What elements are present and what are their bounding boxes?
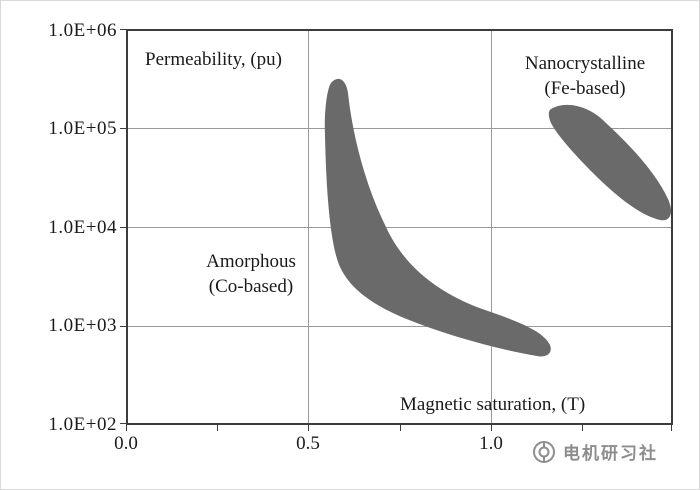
gridline-vertical	[491, 31, 492, 423]
x-axis-tick-mark	[126, 425, 127, 431]
watermark-logo-icon	[533, 440, 555, 463]
nanocrystalline-region-shape	[548, 104, 671, 221]
y-axis-tick-label: 1.0E+03	[48, 315, 117, 336]
nanocrystalline-label-line1: Nanocrystalline	[524, 53, 646, 74]
plot-area: Permeability, (pu) Nanocrystalline (Fe-b…	[126, 29, 673, 425]
gridline-horizontal	[128, 326, 671, 327]
y-axis-tick-mark	[120, 227, 126, 228]
amorphous-label: Amorphous (Co-based)	[176, 249, 326, 299]
y-axis-tick-mark	[120, 29, 126, 30]
x-axis-tick-mark	[582, 425, 583, 431]
x-axis-tick-label: 0.5	[296, 433, 320, 454]
amorphous-label-line2: (Co-based)	[208, 276, 294, 297]
x-axis-tick-mark	[217, 425, 218, 431]
x-axis-tick-mark	[671, 425, 672, 431]
y-axis-tick-label: 1.0E+04	[48, 217, 117, 238]
nanocrystalline-label-line2: (Fe-based)	[544, 78, 626, 99]
x-axis-title: Magnetic saturation, (T)	[400, 394, 586, 415]
material-regions-plot	[324, 78, 671, 357]
y-axis-title: Permeability, (pu)	[145, 49, 283, 70]
gridline-vertical	[308, 31, 309, 423]
x-axis-tick-label: 0.0	[114, 433, 138, 454]
x-axis-tick-mark	[400, 425, 401, 431]
amorphous-label-line1: Amorphous	[206, 251, 296, 272]
gridline-horizontal	[128, 128, 671, 129]
nanocrystalline-label: Nanocrystalline (Fe-based)	[500, 51, 670, 101]
y-axis-tick-mark	[120, 128, 126, 129]
y-axis-tick-mark	[120, 326, 126, 327]
x-axis-tick-mark	[308, 425, 309, 431]
amorphous-region-shape	[324, 78, 551, 357]
y-axis-tick-label: 1.0E+05	[48, 118, 117, 139]
watermark: 电机研习社	[532, 439, 658, 464]
x-axis-tick-label: 1.0	[479, 433, 503, 454]
x-axis-tick-mark	[491, 425, 492, 431]
watermark-text: 电机研习社	[563, 444, 658, 464]
gridline-horizontal	[128, 227, 671, 228]
y-axis-tick-label: 1.0E+02	[48, 414, 117, 435]
y-axis-tick-mark	[120, 423, 126, 424]
y-axis-tick-label: 1.0E+06	[48, 20, 117, 41]
